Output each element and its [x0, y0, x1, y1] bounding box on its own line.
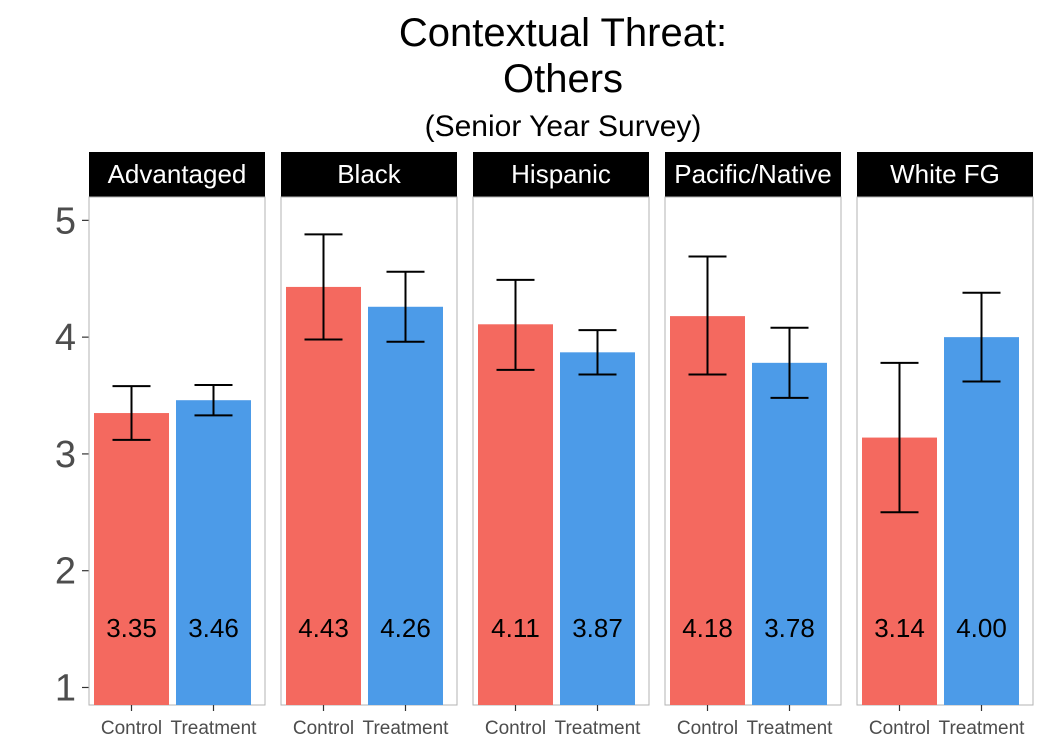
y-tick-label: 3: [55, 434, 76, 476]
facet-panel: Pacific/Native 4.18 Control 3.78 Treatment: [664, 152, 842, 739]
y-tick-label: 5: [55, 200, 76, 242]
x-tick-label: Control: [869, 718, 930, 739]
data-label: 4.43: [298, 613, 349, 643]
data-label: 3.46: [188, 613, 239, 643]
facet-panel: Black 4.43 Control 4.26 Treatment: [280, 152, 458, 739]
facet-strip: [665, 152, 841, 197]
x-tick-label: Treatment: [939, 718, 1026, 739]
bar-treatment: [560, 352, 635, 705]
data-label: 3.78: [764, 613, 815, 643]
x-tick-label: Treatment: [747, 718, 834, 739]
chart-subtitle: (Senior Year Survey): [425, 110, 702, 143]
data-label: 4.18: [682, 613, 733, 643]
x-tick-label: Control: [677, 718, 738, 739]
x-tick-label: Treatment: [363, 718, 450, 739]
facet-strip-label: Hispanic: [511, 159, 611, 189]
error-bar: [962, 291, 1001, 383]
error-bar: [304, 233, 343, 341]
facet-strip: [473, 152, 649, 197]
facet-panel: Advantaged 3.35 Control 3.46 Treatment: [88, 152, 266, 739]
data-label: 4.26: [380, 613, 431, 643]
facet-panel: White FG 3.14 Control 4.00 Treatment: [856, 152, 1034, 739]
error-bar: [578, 329, 617, 376]
data-label: 4.11: [491, 613, 540, 643]
y-tick-label: 4: [55, 317, 76, 359]
y-axis: 1 2 3 4 5: [55, 200, 89, 709]
error-bar: [194, 384, 233, 417]
facet-strip: [281, 152, 457, 197]
bar-control: [478, 324, 553, 705]
facet-strip-label: Black: [337, 159, 402, 189]
bar-treatment: [176, 400, 251, 705]
facet-strip-label: Pacific/Native: [674, 159, 832, 189]
facet-strip: [857, 152, 1033, 197]
chart-title: Contextual Threat:: [399, 11, 727, 55]
error-bar: [880, 361, 919, 514]
bar-treatment: [944, 337, 1019, 705]
data-label: 3.35: [106, 613, 157, 643]
facet-panel: Hispanic 4.11 Control 3.87 Treatment: [472, 152, 650, 739]
error-bar: [386, 270, 425, 343]
x-tick-label: Treatment: [171, 718, 258, 739]
y-tick-label: 1: [55, 667, 76, 709]
x-tick-label: Control: [293, 718, 354, 739]
facet-strip-label: Advantaged: [108, 159, 247, 189]
x-tick-label: Treatment: [555, 718, 642, 739]
x-tick-label: Control: [101, 718, 162, 739]
facet-strip: [89, 152, 265, 197]
chart-title-line2: Others: [503, 57, 623, 101]
y-tick-label: 2: [55, 551, 76, 593]
error-bar: [112, 385, 151, 441]
bar-treatment: [752, 362, 827, 705]
error-bar: [770, 326, 809, 399]
bar-control: [286, 286, 361, 705]
data-label: 3.87: [572, 613, 623, 643]
bar-control: [670, 316, 745, 705]
bar-treatment: [368, 306, 443, 705]
data-label: 3.14: [874, 613, 925, 643]
error-bar: [688, 255, 727, 376]
facet-panels: Advantaged 3.35 Control 3.46 Treatment Black 4…: [88, 152, 1034, 739]
error-bar: [496, 278, 535, 371]
facet-strip-label: White FG: [890, 159, 1000, 189]
data-label: 4.00: [956, 613, 1007, 643]
x-tick-label: Control: [485, 718, 546, 739]
bar-control: [94, 413, 169, 705]
